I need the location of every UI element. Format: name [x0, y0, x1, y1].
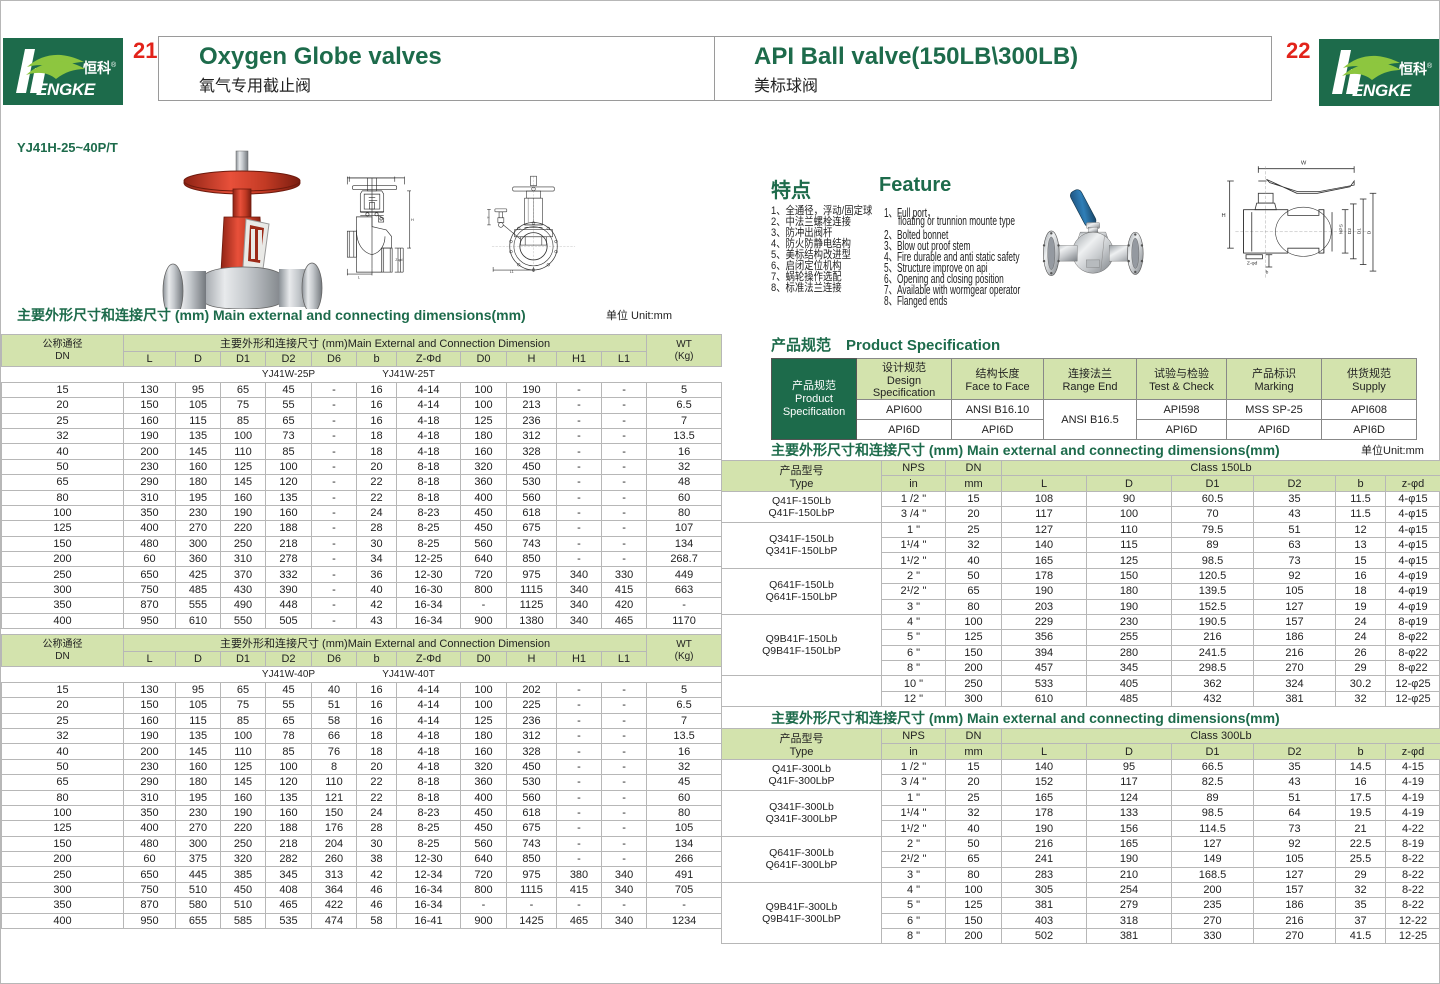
- svg-text:D2: D2: [1347, 228, 1353, 235]
- svg-text:W: W: [1301, 161, 1307, 167]
- svg-text:L: L: [358, 275, 361, 280]
- svg-text:Z-φd: Z-φd: [395, 258, 402, 262]
- svg-text:H: H: [487, 215, 489, 219]
- svg-text:®: ®: [111, 61, 117, 69]
- svg-text:L1: L1: [510, 270, 514, 274]
- svg-text:Z-φd: Z-φd: [1247, 261, 1258, 267]
- svg-text:H: H: [1221, 213, 1225, 219]
- svg-text:H: H: [411, 217, 414, 222]
- svg-text:恒科: 恒科: [83, 60, 111, 76]
- svg-text:D: D: [1367, 230, 1373, 234]
- svg-text:NPS: NPS: [1339, 223, 1345, 234]
- svg-text:ENGKE: ENGKE: [1352, 81, 1412, 100]
- svg-text:D1: D1: [1357, 228, 1363, 235]
- svg-text:ENGKE: ENGKE: [36, 80, 96, 99]
- svg-text:恒科: 恒科: [1399, 61, 1427, 77]
- svg-text:b: b: [1266, 270, 1269, 276]
- svg-text:®: ®: [1427, 62, 1433, 70]
